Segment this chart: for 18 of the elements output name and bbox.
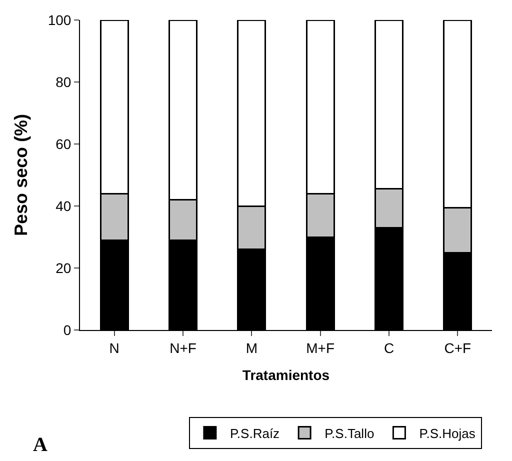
y-tick-label: 80 [56,74,72,90]
x-tick-label: C+F [444,340,472,356]
x-tick-label: M+F [306,340,335,356]
y-tick-label: 0 [63,322,72,338]
x-tick-label: M [246,340,258,356]
x-axis-title: Tratamientos [242,367,330,384]
x-tick-label: C [384,340,394,356]
legend-label: P.S.Raíz [230,426,280,441]
y-tick-label: 100 [48,12,72,28]
y-tick-label: 60 [56,136,72,152]
y-tick-label: 20 [56,260,72,276]
x-tick-label: N [109,340,120,356]
y-tick-label: 40 [56,198,72,214]
text: A [33,434,48,456]
legend-label: P.S.Tallo [324,426,374,441]
y-axis-title: Peso seco (%) [11,114,32,236]
legend-label: P.S.Hojas [419,426,476,441]
x-tick-label: N+F [170,340,196,356]
